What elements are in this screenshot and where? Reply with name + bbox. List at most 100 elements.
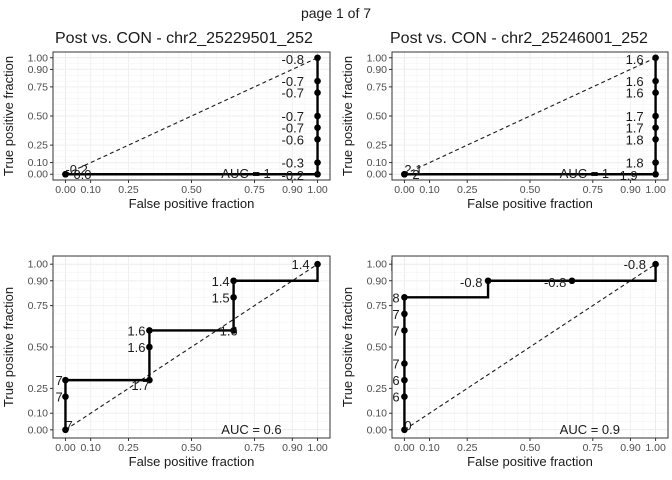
cutoff-label: -0.8 [544,275,566,290]
y-tick-label: 0.75 [367,81,388,93]
cutoff-label: 7 [392,307,399,322]
cutoff-label: 6 [392,373,399,388]
roc-point [146,376,153,384]
cutoff-label: 8 [392,290,399,305]
roc-point [62,376,69,384]
x-tick-label: 0.90 [620,184,641,196]
y-tick-label: 0.75 [28,81,49,93]
y-tick-label: 0.90 [367,64,388,76]
y-tick-label: 0.75 [367,300,388,312]
auc-label: AUC = 1 [560,166,610,181]
y-tick-label: 1.00 [367,259,388,271]
cutoff-label: -0.2 [282,168,304,183]
y-tick-label: 0.10 [28,408,49,420]
y-tick-label: 0.00 [28,424,49,436]
x-tick-label: 0.50 [181,184,202,196]
chart-title: Post vs. CON - chr2_25229501_252 [55,30,313,47]
roc-point [314,159,321,166]
cutoff-label: -0.8 [460,275,482,290]
auc-label: AUC = 0.9 [560,422,620,437]
cutoff-label: 1.7 [626,121,644,136]
roc-panel-2: Post vs. CON - chr2_25246001_252 0.00 0.00… [340,30,669,211]
roc-point [314,112,321,120]
cutoff-label: 0.0 [73,167,91,182]
x-axis-label: False positive fraction [467,196,593,211]
cutoff-label: -0.7 [282,74,304,89]
roc-point [146,343,153,351]
roc-point [314,135,321,143]
roc-point [314,170,321,178]
cutoff-label: 7 [65,418,72,433]
roc-point [401,426,408,434]
x-tick-label: 0.00 [394,442,415,454]
x-axis-label: False positive fraction [129,454,255,469]
x-tick-label: 0.10 [80,442,101,454]
x-tick-label: 0.90 [282,442,303,454]
roc-point [401,294,408,301]
y-tick-label: 0.00 [367,424,388,436]
roc-panel-1: Post vs. CON - chr2_25229501_2520.000.00… [1,30,331,211]
y-axis-label: True positive fraction [340,56,355,176]
roc-point [401,170,408,178]
y-tick-label: 1.00 [367,52,388,64]
x-tick-label: 1.00 [645,442,666,454]
y-tick-label: 0.90 [28,64,49,76]
x-tick-label: 0.50 [520,442,541,454]
roc-point [652,124,659,131]
x-tick-label: 1.00 [307,184,328,196]
roc-point [401,327,408,334]
y-tick-label: 0.50 [367,111,388,123]
cutoff-label: 1.8 [626,156,644,171]
cutoff-label: 1.7 [626,109,644,124]
cutoff-label: 7 [392,323,399,338]
cutoff-label: 1.8 [626,132,644,147]
roc-point [652,135,659,143]
auc-label: AUC = 1 [221,166,270,181]
roc-point [146,327,153,334]
x-tick-label: 0.75 [244,442,265,454]
reference-diagonal [65,57,318,175]
x-tick-label: 0.90 [282,184,303,196]
cutoff-label: -0.3 [282,156,304,171]
y-tick-label: 1.00 [28,52,49,64]
x-tick-label: 0.25 [457,442,478,454]
roc-point [652,112,659,120]
cutoff-label: 1.6 [626,86,644,101]
roc-panel-3: Post vs. CON - chr2_25242501_2520.000.00… [1,255,331,469]
y-tick-label: 1.00 [28,259,49,271]
y-tick-label: 0.50 [28,111,49,123]
cutoff-label: 1.4 [212,274,230,289]
cutoff-label: -0.8 [624,257,646,272]
roc-point [652,159,659,166]
roc-point [62,426,69,434]
y-axis-label: True positive fraction [1,287,16,407]
auc-label: AUC = 0.6 [221,422,281,437]
cutoff-label: 1.6 [127,323,145,338]
roc-point [401,360,408,367]
cutoff-label: 7 [55,390,62,405]
x-axis-label: False positive fraction [467,454,593,469]
roc-point [230,327,237,334]
cutoff-label: 1.6 [626,74,644,89]
y-tick-label: 0.10 [367,157,388,169]
reference-diagonal [65,263,318,431]
x-tick-label: 0.25 [118,184,139,196]
roc-point [401,310,408,318]
reference-diagonal [404,263,656,431]
roc-point [230,277,237,285]
y-tick-label: 0.10 [367,408,388,420]
roc-point [62,170,69,178]
cutoff-label: -0.8 [282,52,304,67]
x-tick-label: 0.10 [419,184,440,196]
y-tick-label: 0.25 [28,383,49,395]
x-tick-label: 0.50 [520,184,541,196]
y-tick-label: 0.00 [367,169,388,181]
roc-point [652,260,659,268]
cutoff-label: 0 [404,418,411,433]
x-tick-label: 1.00 [307,442,328,454]
cutoff-label: -0.7 [282,109,304,124]
roc-point [652,77,659,85]
x-tick-label: 0.75 [583,442,604,454]
x-tick-label: 0.75 [583,184,604,196]
y-tick-label: 0.25 [28,140,49,152]
